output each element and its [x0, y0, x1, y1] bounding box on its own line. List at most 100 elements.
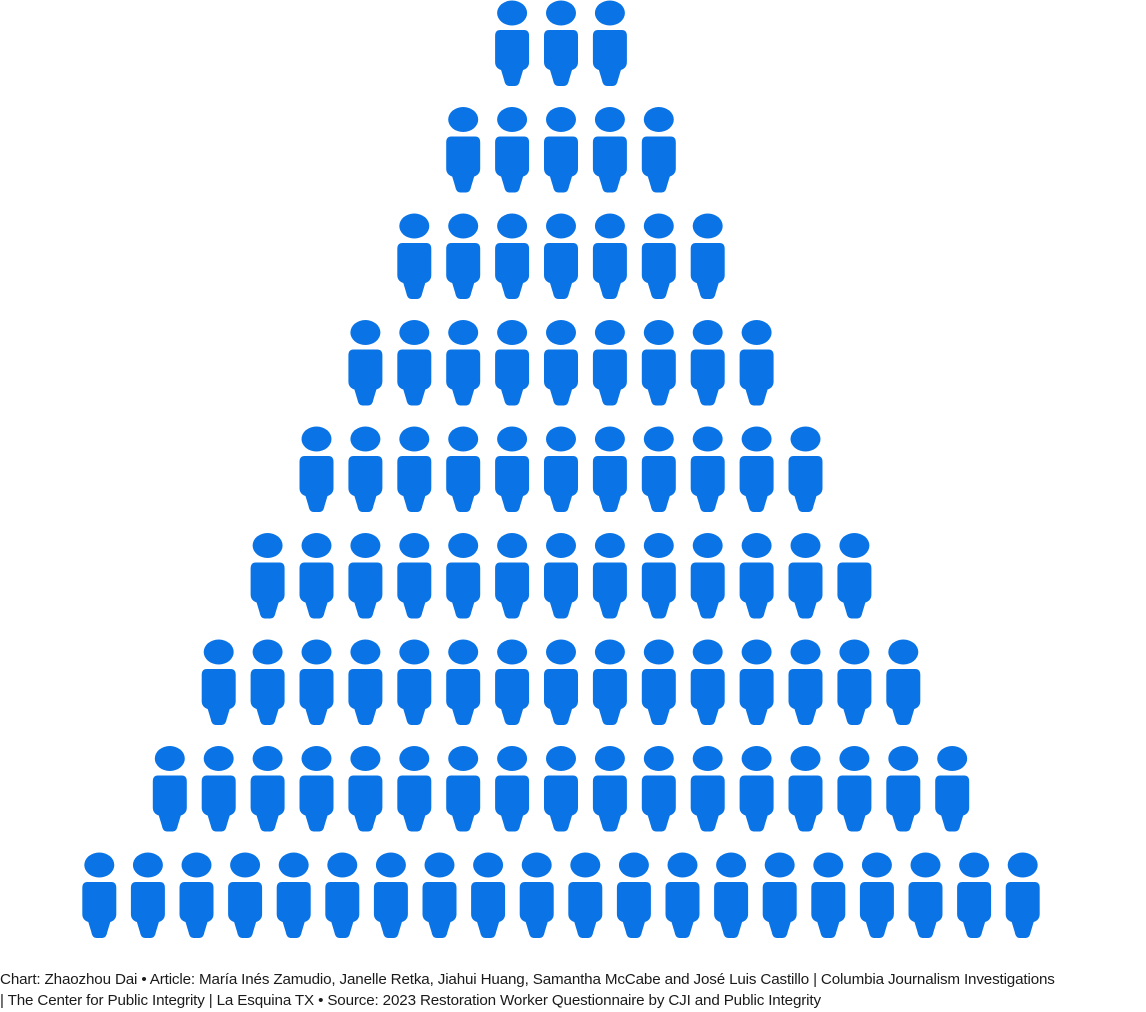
- person-icon: [299, 533, 334, 619]
- person-icon: [641, 746, 676, 832]
- person-icon: [886, 639, 921, 725]
- person-icon: [935, 746, 970, 832]
- person-icon: [544, 0, 578, 86]
- person-icon: [446, 426, 481, 512]
- person-icon: [299, 746, 334, 832]
- chart-credits: Chart: Zhaozhou Dai • Article: María Iné…: [0, 969, 1146, 1011]
- person-icon: [130, 852, 165, 938]
- person-icon: [788, 533, 823, 619]
- person-icon: [250, 746, 285, 832]
- person-icon: [592, 533, 627, 619]
- person-icon: [495, 746, 530, 832]
- person-icon: [788, 426, 823, 512]
- person-icon: [495, 107, 530, 193]
- person-icon: [299, 426, 334, 512]
- person-icon: [348, 533, 383, 619]
- person-icon: [544, 107, 578, 193]
- credits-line-1: Chart: Zhaozhou Dai • Article: María Iné…: [0, 971, 1055, 988]
- person-icon: [348, 320, 383, 406]
- person-icon: [422, 852, 457, 938]
- person-icon: [714, 852, 749, 938]
- person-icon: [859, 852, 894, 938]
- person-icon: [641, 107, 676, 193]
- person-icon: [495, 533, 530, 619]
- person-icon: [592, 426, 627, 512]
- person-icon: [739, 746, 774, 832]
- person-icon: [592, 320, 627, 406]
- credits-line-2: | The Center for Public Integrity | La E…: [0, 992, 821, 1009]
- person-icon: [739, 320, 774, 406]
- person-icon: [201, 746, 236, 832]
- person-icon: [446, 213, 481, 299]
- person-icon: [690, 320, 725, 406]
- pictograph-chart: [82, 0, 1040, 938]
- person-icon: [788, 639, 823, 725]
- person-icon: [1005, 852, 1040, 938]
- person-icon: [348, 426, 383, 512]
- person-icon: [446, 533, 481, 619]
- person-icon: [544, 746, 578, 832]
- person-icon: [397, 320, 432, 406]
- person-icon: [665, 852, 700, 938]
- person-icon: [641, 426, 676, 512]
- person-icon: [348, 639, 383, 725]
- icon-grid: [82, 0, 1040, 938]
- person-icon: [908, 852, 943, 938]
- person-icon: [788, 746, 823, 832]
- person-icon: [397, 639, 432, 725]
- person-icon: [228, 852, 263, 938]
- person-icon: [886, 746, 921, 832]
- person-icon: [373, 852, 408, 938]
- person-icon: [446, 639, 481, 725]
- person-icon: [201, 639, 236, 725]
- person-icon: [397, 426, 432, 512]
- person-icon: [495, 639, 530, 725]
- person-icon: [471, 852, 506, 938]
- person-icon: [495, 426, 530, 512]
- person-icon: [690, 533, 725, 619]
- person-icon: [811, 852, 846, 938]
- person-icon: [690, 213, 725, 299]
- person-icon: [568, 852, 603, 938]
- person-icon: [446, 746, 481, 832]
- person-icon: [348, 746, 383, 832]
- person-icon: [544, 426, 578, 512]
- person-icon: [837, 639, 872, 725]
- person-icon: [957, 852, 992, 938]
- person-icon: [519, 852, 554, 938]
- person-icon: [592, 107, 627, 193]
- person-icon: [739, 639, 774, 725]
- person-icon: [495, 0, 530, 86]
- person-icon: [641, 320, 676, 406]
- person-icon: [837, 746, 872, 832]
- person-icon: [762, 852, 797, 938]
- person-icon: [837, 533, 872, 619]
- person-icon: [397, 746, 432, 832]
- person-icon: [179, 852, 214, 938]
- person-icon: [446, 320, 481, 406]
- person-icon: [152, 746, 187, 832]
- person-icon: [739, 533, 774, 619]
- person-icon: [82, 852, 117, 938]
- person-icon: [397, 213, 432, 299]
- person-icon: [325, 852, 360, 938]
- person-icon: [299, 639, 334, 725]
- person-icon: [739, 426, 774, 512]
- person-icon: [397, 533, 432, 619]
- person-icon: [592, 0, 627, 86]
- person-icon: [544, 213, 578, 299]
- person-icon: [592, 639, 627, 725]
- person-icon: [544, 320, 578, 406]
- person-icon: [592, 213, 627, 299]
- person-icon: [495, 320, 530, 406]
- person-icon: [641, 213, 676, 299]
- person-icon: [641, 639, 676, 725]
- person-icon: [616, 852, 651, 938]
- person-icon: [495, 213, 530, 299]
- person-icon: [250, 639, 285, 725]
- person-icon: [690, 426, 725, 512]
- person-icon: [641, 533, 676, 619]
- person-icon: [690, 746, 725, 832]
- person-icon: [690, 639, 725, 725]
